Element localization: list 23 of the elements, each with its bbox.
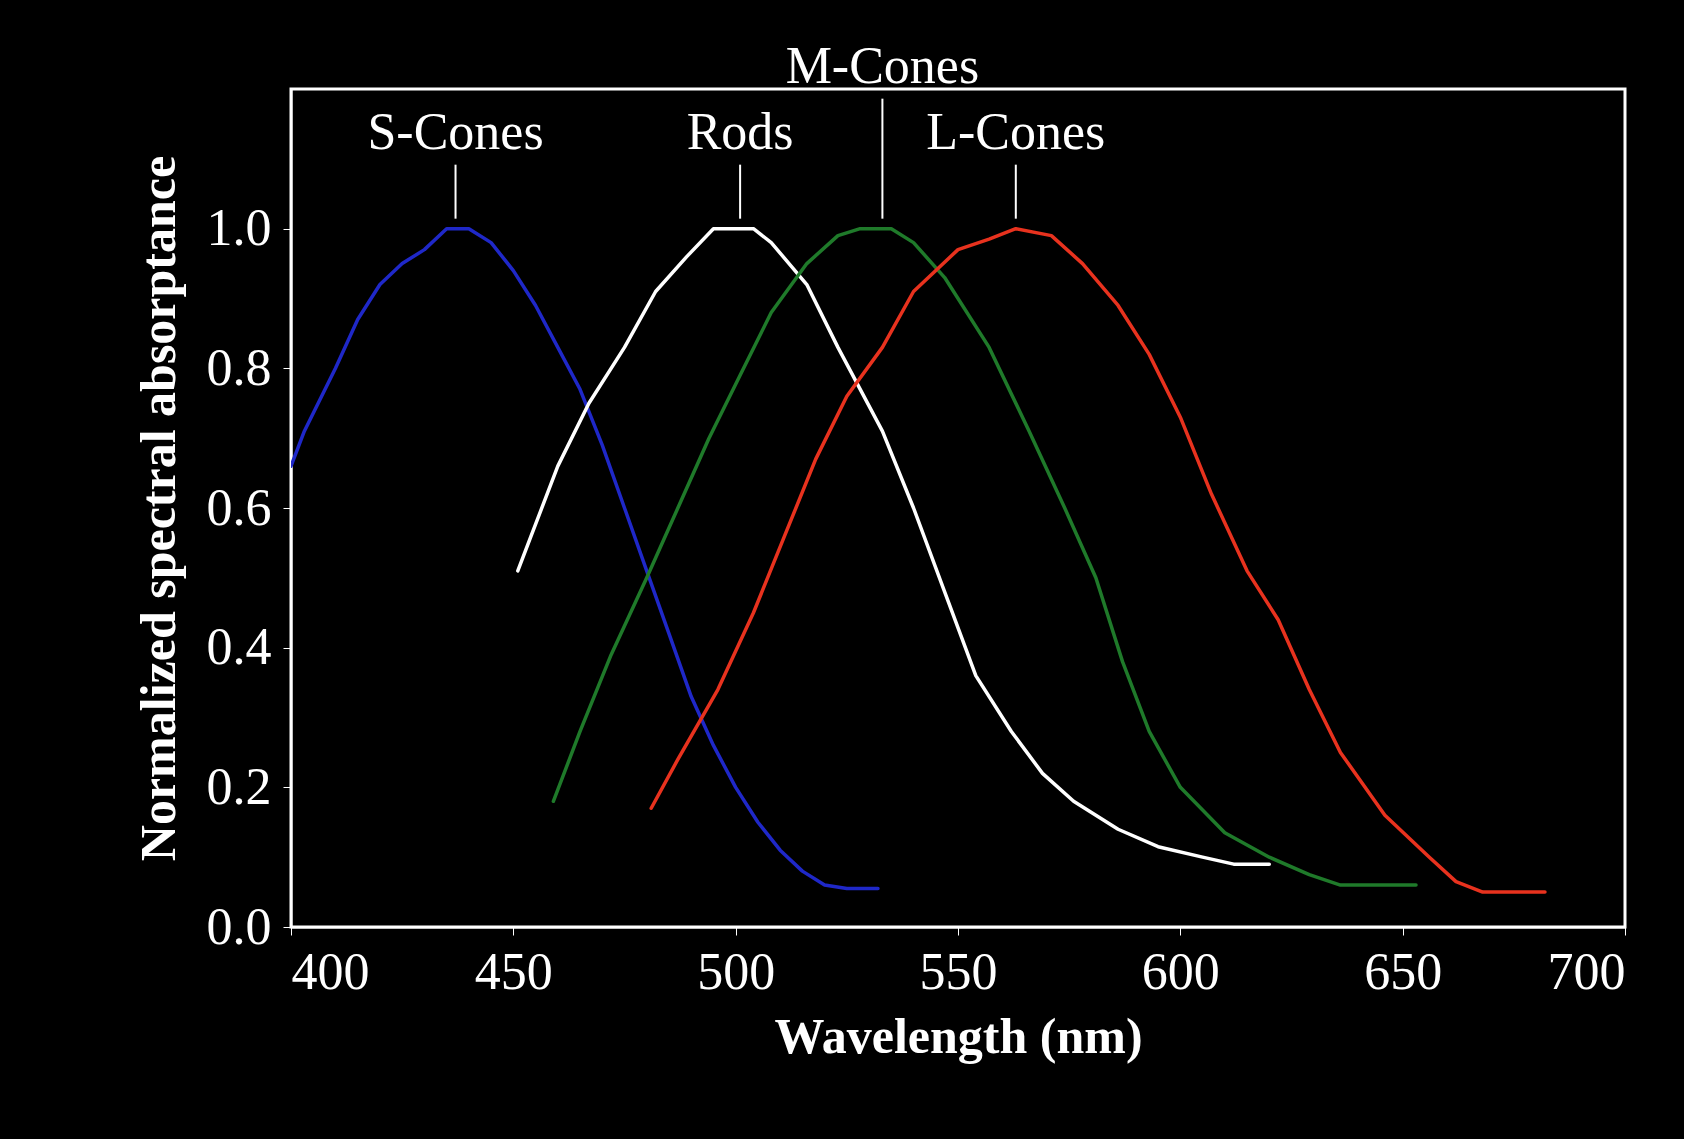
y-tick-label: 0.0: [206, 897, 272, 955]
y-tick-label: 0.4: [206, 618, 272, 676]
line-series: [551, 226, 1418, 887]
x-tick-label: 400: [291, 942, 370, 1000]
annotation: Rods: [686, 102, 794, 160]
annotation: S-Cones: [367, 102, 544, 160]
y-tick-label: 0.2: [206, 757, 272, 815]
y-tick-label: 1.0: [206, 199, 272, 257]
y-tick-label: 0.8: [206, 338, 272, 396]
x-tick-label: 500: [697, 942, 776, 1000]
x-tick-label: 700: [1547, 942, 1626, 1000]
x-tick-label: 450: [474, 942, 553, 1000]
annotation: L-Cones: [926, 102, 1106, 160]
y-axis-title: Normalized spectral absorptance: [129, 155, 186, 862]
x-tick-label: 550: [919, 942, 998, 1000]
annotation: M-Cones: [785, 36, 980, 94]
line-series: [649, 226, 1547, 894]
x-axis-title: Wavelength (nm): [774, 1007, 1143, 1064]
line-series: [516, 226, 1272, 866]
x-tick-label: 600: [1141, 942, 1220, 1000]
line-series: [291, 226, 880, 891]
x-tick-label: 650: [1364, 942, 1443, 1000]
y-tick-label: 0.6: [206, 478, 272, 536]
